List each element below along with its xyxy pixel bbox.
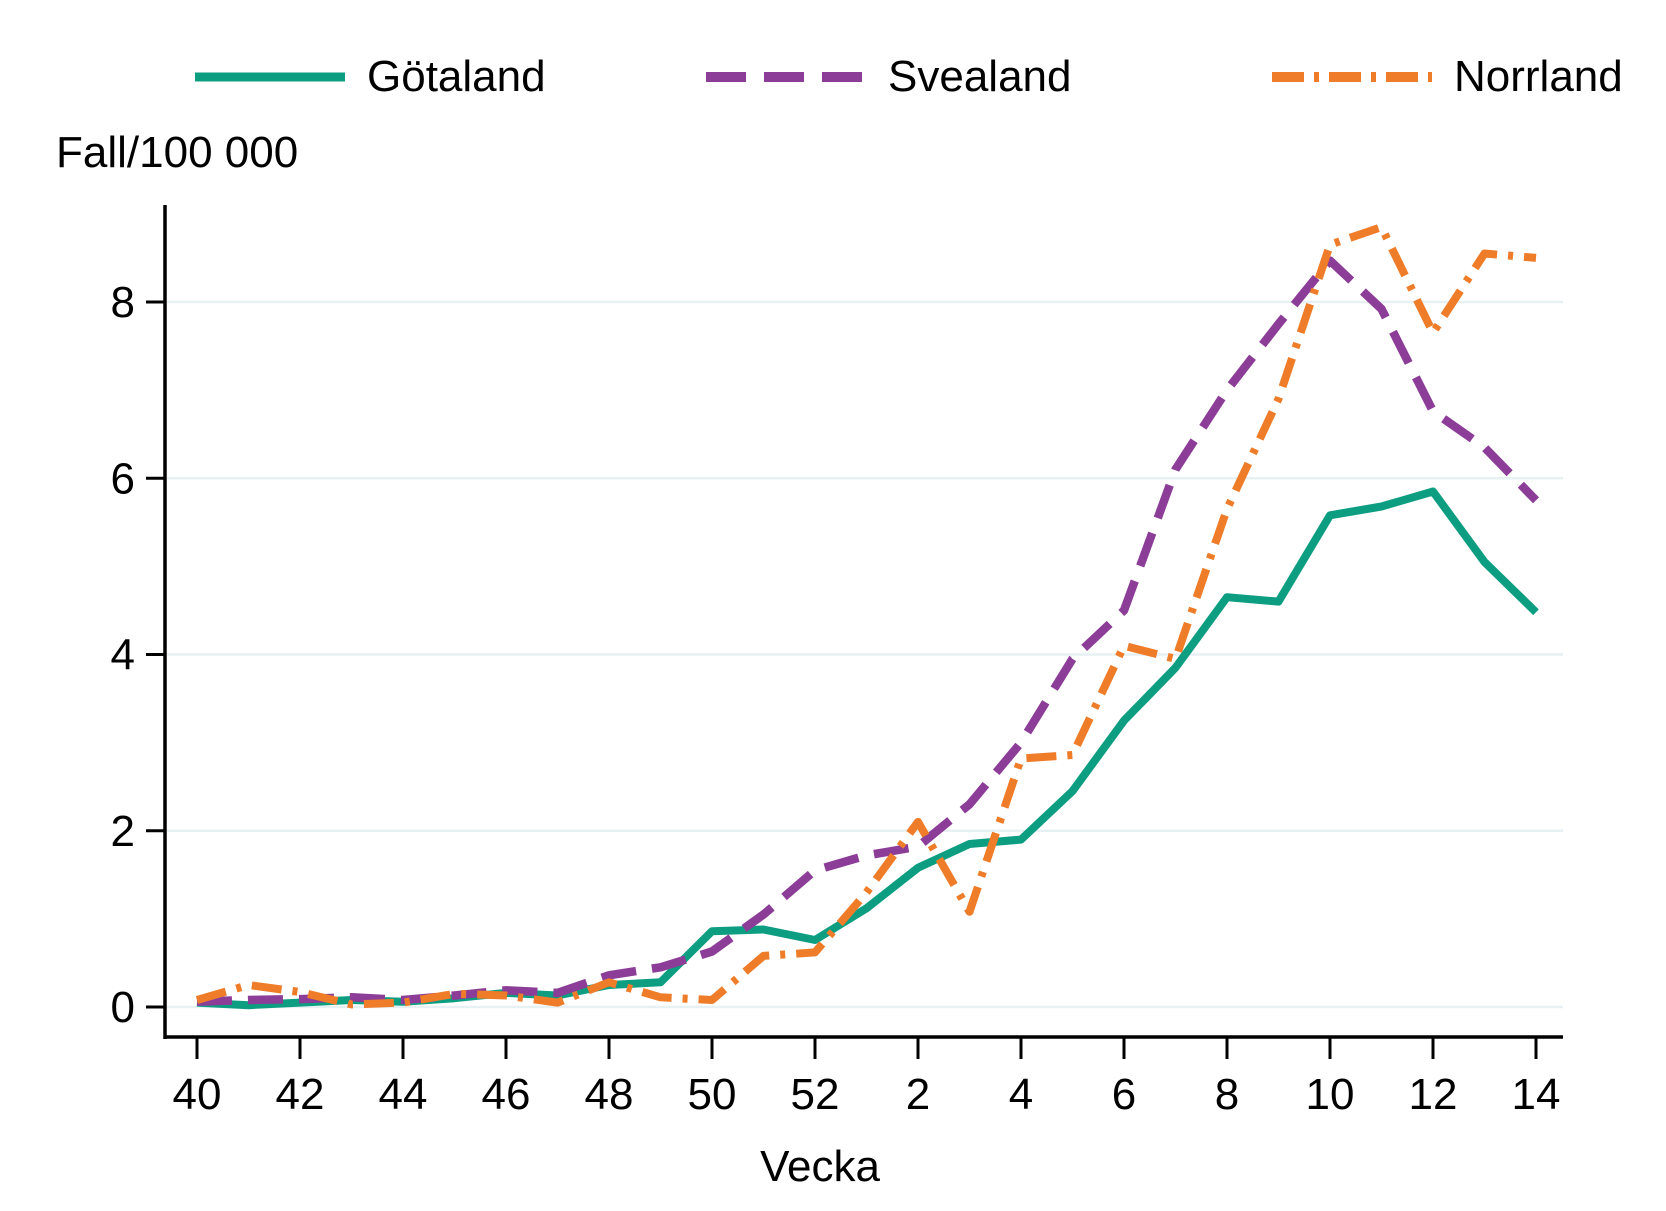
y-tick-label-0: 0 (111, 983, 135, 1032)
x-tick-label-10: 10 (1306, 1070, 1355, 1119)
svealand-line-sample-icon (706, 72, 866, 82)
y-tick-label-6: 6 (111, 454, 135, 503)
x-tick-label-4: 4 (1009, 1070, 1033, 1119)
x-tick-label-12: 12 (1409, 1070, 1458, 1119)
x-axis-title: Vecka (760, 1142, 880, 1191)
y-tick-label-4: 4 (111, 631, 135, 680)
x-tick-label-2: 2 (906, 1070, 930, 1119)
x-tick-label-14: 14 (1512, 1070, 1561, 1119)
series-line-norrland (195, 223, 1537, 1009)
series-line-gtaland (196, 487, 1539, 1010)
y-axis-title: Fall/100 000 (56, 128, 299, 177)
x-tick-label-6: 6 (1112, 1070, 1136, 1119)
x-tick-label-46: 46 (482, 1070, 531, 1119)
y-tick-label-2: 2 (111, 807, 135, 856)
x-tick-label-42: 42 (276, 1070, 325, 1119)
x-tick-label-40: 40 (173, 1070, 222, 1119)
series-line-svealand (196, 256, 1540, 1006)
x-tick-label-44: 44 (379, 1070, 428, 1119)
x-tick-label-48: 48 (585, 1070, 634, 1119)
legend-label-gotaland: Götaland (367, 52, 546, 101)
gotaland-line-sample-icon (195, 72, 345, 82)
legend-item-svealand: Svealand (706, 55, 1071, 99)
legend-item-gotaland: Götaland (195, 55, 546, 99)
y-tick-label-8: 8 (111, 278, 135, 327)
norrland-line-sample-icon (1272, 72, 1432, 82)
x-tick-label-52: 52 (791, 1070, 840, 1119)
x-tick-label-8: 8 (1215, 1070, 1239, 1119)
x-tick-label-50: 50 (688, 1070, 737, 1119)
legend-label-norrland: Norrland (1454, 52, 1623, 101)
legend-label-svealand: Svealand (888, 52, 1072, 101)
legend-item-norrland: Norrland (1272, 55, 1623, 99)
